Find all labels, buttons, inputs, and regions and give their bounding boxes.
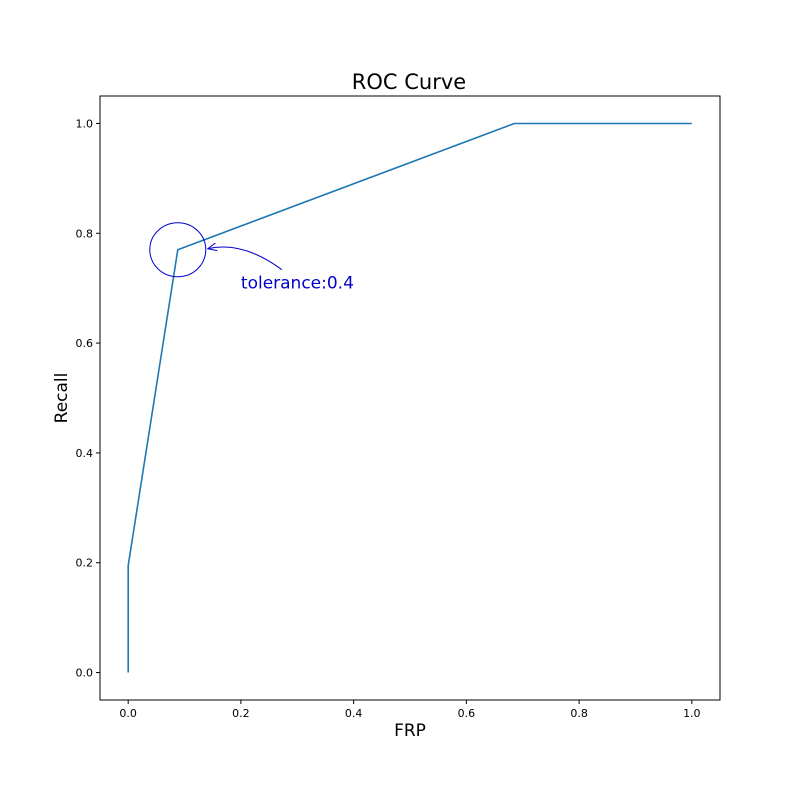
y-axis-label: Recall — [52, 373, 72, 424]
chart-title: ROC Curve — [352, 70, 466, 94]
plot-area-frame — [99, 95, 721, 701]
y-tick-label: 0.4 — [76, 447, 94, 460]
y-axis: 0.0 0.2 0.4 0.6 0.8 1.0 — [76, 117, 100, 680]
roc-line — [127, 122, 692, 673]
y-tick-label: 0.2 — [76, 557, 94, 570]
series-layer — [127, 122, 692, 673]
y-tick-label: 0.0 — [76, 667, 94, 680]
x-tick-label: 1.0 — [683, 707, 701, 720]
x-tick-label: 0.0 — [119, 707, 137, 720]
x-axis: 0.0 0.2 0.4 0.6 0.8 1.0 — [119, 700, 701, 720]
y-tick-label: 0.8 — [76, 227, 94, 240]
x-tick-label: 0.2 — [232, 707, 250, 720]
x-axis-label: FRP — [394, 721, 426, 741]
annotation-arrow — [208, 247, 283, 271]
x-tick-label: 0.8 — [570, 707, 588, 720]
x-tick-label: 0.6 — [458, 707, 476, 720]
annotation-label: tolerance:0.4 — [241, 274, 354, 294]
annotation-layer: tolerance:0.4 — [149, 222, 354, 294]
x-tick-label: 0.4 — [345, 707, 363, 720]
highlight-circle — [149, 222, 207, 278]
y-tick-label: 1.0 — [76, 117, 94, 130]
y-tick-label: 0.6 — [76, 337, 94, 350]
